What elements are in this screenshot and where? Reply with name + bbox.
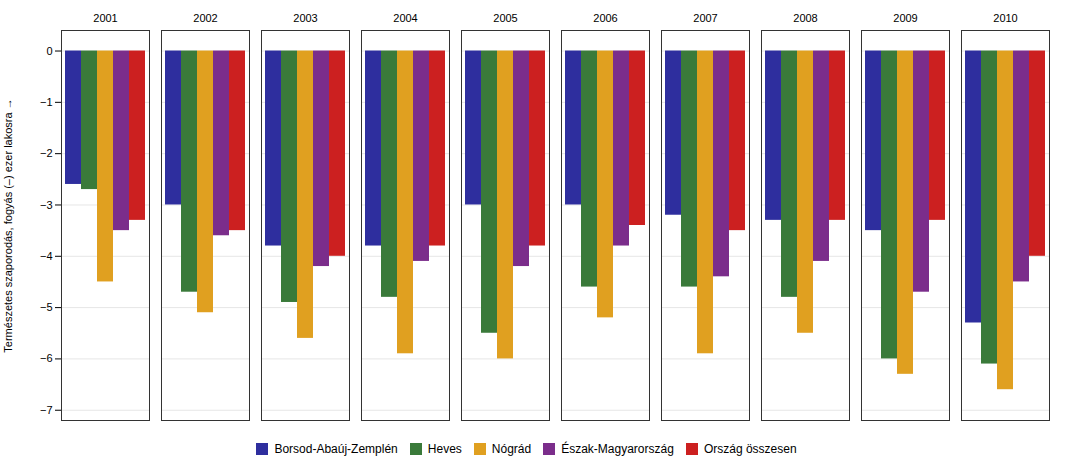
svg-text:−1: −1 bbox=[40, 96, 53, 108]
html-text:Nógrád: Nógrád bbox=[491, 441, 532, 456]
svg-text:−4: −4 bbox=[40, 250, 53, 262]
svg-text:2007: 2007 bbox=[693, 12, 717, 24]
svg-text:2003: 2003 bbox=[293, 12, 317, 24]
svg-text:0: 0 bbox=[46, 45, 52, 57]
svg-text:−2: −2 bbox=[40, 147, 53, 159]
svg-text:2009: 2009 bbox=[893, 12, 917, 24]
svg-text:2002: 2002 bbox=[193, 12, 217, 24]
svg-text:−5: −5 bbox=[40, 301, 53, 313]
html-text:Borsod-Abaúj-Zemplén: Borsod-Abaúj-Zemplén bbox=[274, 441, 398, 456]
svg-text:2008: 2008 bbox=[793, 12, 817, 24]
svg-text:2004: 2004 bbox=[393, 12, 417, 24]
svg-text:−7: −7 bbox=[40, 404, 53, 416]
svg-text:2001: 2001 bbox=[93, 12, 117, 24]
html-text:Észak-Magyarország: Észak-Magyarország bbox=[561, 441, 674, 456]
svg-text:−6: −6 bbox=[40, 352, 53, 364]
svg-text:2006: 2006 bbox=[593, 12, 617, 24]
svg-text:−3: −3 bbox=[40, 198, 53, 210]
html-text:Heves: Heves bbox=[427, 441, 462, 456]
svg-text:2005: 2005 bbox=[493, 12, 517, 24]
html-text:Ország összesen: Ország összesen bbox=[703, 441, 797, 456]
svg-text:2010: 2010 bbox=[993, 12, 1017, 24]
svg-text:Természetes szaporodás, fogyás: Természetes szaporodás, fogyás (–) ezer … bbox=[2, 98, 14, 352]
